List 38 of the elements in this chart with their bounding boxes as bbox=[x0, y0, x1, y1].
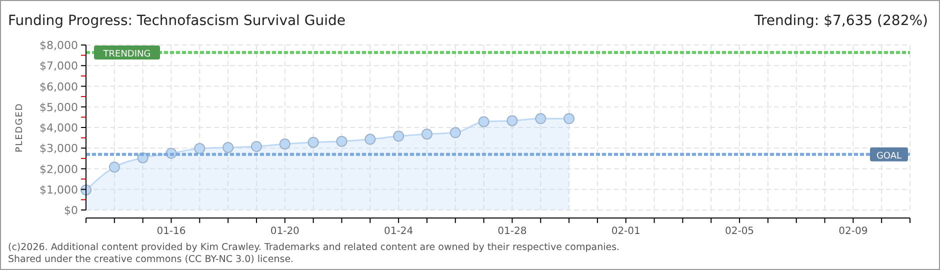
x-tick-label: 01-28 bbox=[498, 226, 527, 237]
x-tick-label: 02-01 bbox=[611, 226, 640, 237]
x-tick-label: 02-09 bbox=[838, 226, 868, 237]
y-tick-label: $6,000 bbox=[40, 80, 78, 94]
x-tick-label: 01-20 bbox=[270, 226, 300, 237]
point bbox=[250, 140, 262, 152]
point bbox=[108, 162, 120, 173]
x-tick-label: 01-16 bbox=[156, 226, 186, 237]
point bbox=[421, 128, 432, 140]
point bbox=[364, 134, 376, 145]
y-tick-label: $5,000 bbox=[40, 100, 78, 114]
y-tick-label: $1,000 bbox=[40, 183, 78, 196]
point bbox=[279, 138, 290, 150]
y-tick-label: $2,000 bbox=[40, 162, 78, 176]
ref-line-label: TRENDING bbox=[102, 50, 151, 60]
point bbox=[336, 136, 348, 147]
ref-line-label: GOAL bbox=[876, 151, 902, 162]
point bbox=[222, 142, 234, 154]
y-axis-title: PLEDGED bbox=[15, 102, 25, 152]
x-tick-label: 01-24 bbox=[384, 226, 414, 237]
point bbox=[564, 113, 575, 124]
point bbox=[478, 116, 490, 128]
point bbox=[450, 127, 461, 138]
chart-subtitle: Trending: $7,635 (282%) bbox=[753, 13, 928, 29]
y-tick-label: $0 bbox=[64, 204, 78, 217]
x-tick-label: 02-05 bbox=[724, 226, 754, 237]
point bbox=[393, 130, 404, 142]
y-tick-label: $3,000 bbox=[40, 142, 78, 156]
point bbox=[194, 143, 206, 154]
text: Shared under the creative commons (CC BY-NC 3.0) license. bbox=[8, 254, 294, 265]
y-tick-label: $7,000 bbox=[40, 60, 78, 73]
chart-title: Funding Progress: Technofascism Survival Guide bbox=[8, 13, 346, 29]
y-tick-label: $8,000 bbox=[40, 39, 78, 52]
text: (c)2026. Additional content provided by Kim Crawley. Trademarks and related content are owned by their respective companies. bbox=[8, 242, 620, 253]
y-tick-label: $4,000 bbox=[40, 122, 78, 134]
point bbox=[535, 113, 546, 124]
point bbox=[308, 136, 319, 148]
point bbox=[506, 115, 518, 126]
